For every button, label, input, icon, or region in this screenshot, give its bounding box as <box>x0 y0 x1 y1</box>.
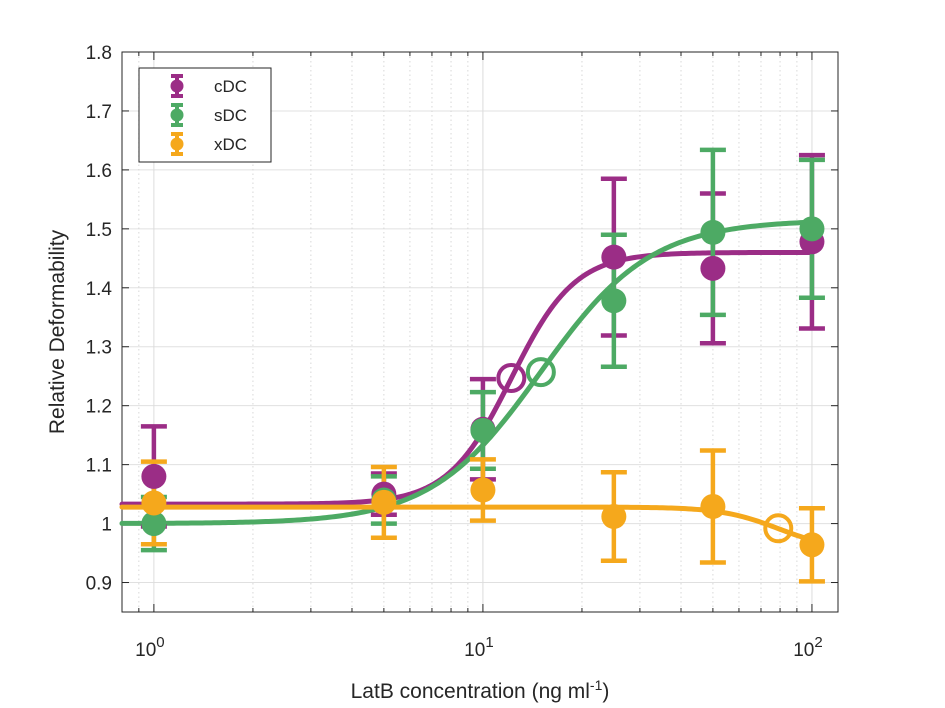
x-tick-labels: 100 101 102 <box>135 634 823 661</box>
y-tick-label: 1.7 <box>86 102 112 123</box>
x-tick-label: 102 <box>793 634 822 661</box>
y-tick-label: 1.2 <box>86 397 112 418</box>
x-axis-label-close: ) <box>602 680 609 703</box>
x-axis-label-superscript: -1 <box>590 677 603 693</box>
x-tick-label: 100 <box>135 634 164 661</box>
y-tick-label: 0.9 <box>86 574 112 595</box>
legend-box <box>138 67 272 163</box>
legend-marker-xDC <box>170 137 184 151</box>
fit-curves <box>119 219 815 543</box>
ec50-markers <box>496 357 794 544</box>
plot-area <box>121 51 839 613</box>
y-tick-label: 1.3 <box>86 338 112 359</box>
point-xDC <box>700 493 726 519</box>
point-xDC <box>470 477 496 503</box>
point-xDC <box>799 532 825 558</box>
point-sDC <box>141 511 167 537</box>
ec50-marker-cDC <box>496 362 527 393</box>
y-tick-label: 1.8 <box>86 43 112 64</box>
point-cDC <box>141 463 167 489</box>
legend-marker-cDC <box>170 79 184 93</box>
point-sDC <box>700 219 726 245</box>
y-tick-labels: 0.9 1 1.1 1.2 1.3 1.4 1.5 1.6 1.7 1.8 <box>86 43 113 595</box>
point-cDC <box>700 255 726 281</box>
point-sDC <box>601 288 627 314</box>
x-tick-label: 101 <box>464 634 493 661</box>
legend: cDC sDC xDC <box>138 67 272 163</box>
ec50-marker-sDC <box>525 357 556 388</box>
legend-label-cDC: cDC <box>214 77 247 96</box>
x-axis-label: LatB concentration (ng ml-1) <box>351 677 610 703</box>
data-points <box>141 216 825 558</box>
point-sDC <box>470 417 496 443</box>
point-xDC <box>141 490 167 516</box>
fit-curve-cDC <box>119 249 815 507</box>
legend-label-xDC: xDC <box>214 135 247 154</box>
y-axis-label: Relative Deformability <box>46 229 69 434</box>
y-tick-label: 1 <box>101 515 112 536</box>
point-xDC <box>371 489 397 515</box>
fit-curve-xDC <box>119 504 815 543</box>
y-tick-label: 1.5 <box>86 220 112 241</box>
legend-marker-sDC <box>170 108 184 122</box>
axis-ticks <box>121 51 838 612</box>
point-sDC <box>799 216 825 242</box>
ec50-marker-xDC <box>763 513 794 544</box>
point-cDC <box>601 244 627 270</box>
y-tick-label: 1.1 <box>86 456 112 477</box>
y-tick-label: 1.6 <box>86 161 112 182</box>
point-xDC <box>601 504 627 530</box>
fit-curve-sDC <box>119 219 815 526</box>
legend-label-sDC: sDC <box>214 106 247 125</box>
y-tick-label: 1.4 <box>86 279 113 300</box>
